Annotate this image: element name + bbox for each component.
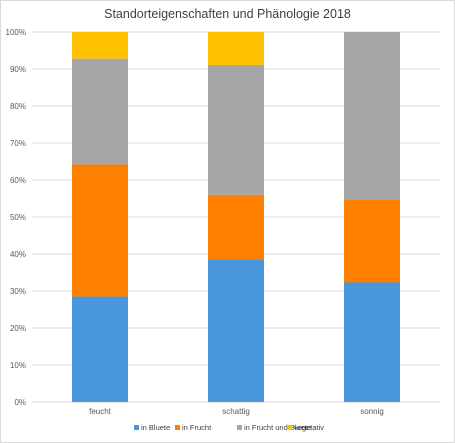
y-tick-label: 90% — [10, 65, 26, 74]
legend-swatch — [287, 425, 292, 430]
legend-label: in Frucht und Bluete — [244, 423, 311, 432]
legend: in Bluete in Frucht in Frucht und Blueteve… — [134, 423, 324, 432]
legend-swatch — [237, 425, 242, 430]
x-category-label: sonnig — [360, 407, 384, 416]
y-tick-label: 30% — [10, 287, 26, 296]
y-tick-label: 100% — [6, 28, 26, 37]
bars — [72, 32, 400, 402]
y-axis-ticks: 0% 10% 20% 30% 40% 50% 60% 70% 80% 90% 100% — [6, 28, 26, 407]
bar-segment — [72, 164, 128, 297]
bar-segment — [72, 32, 128, 59]
bar-segment — [344, 282, 400, 402]
y-tick-label: 50% — [10, 213, 26, 222]
x-axis-categories: feucht schattig sonnig — [89, 407, 384, 416]
y-tick-label: 80% — [10, 102, 26, 111]
chart-title: Standorteigenschaften und Phänologie 201… — [104, 7, 351, 21]
legend-swatch — [134, 425, 139, 430]
legend-label: vegetativ — [294, 423, 324, 432]
legend-label: in Bluete — [141, 423, 170, 432]
y-tick-label: 10% — [10, 361, 26, 370]
legend-label: in Frucht — [182, 423, 212, 432]
y-tick-label: 60% — [10, 176, 26, 185]
x-category-label: schattig — [222, 407, 250, 416]
bar-segment — [208, 64, 264, 195]
bar-segment — [208, 32, 264, 65]
y-tick-label: 70% — [10, 139, 26, 148]
y-tick-label: 20% — [10, 324, 26, 333]
bar-segment — [208, 194, 264, 260]
x-category-label: feucht — [89, 407, 112, 416]
bar-segment — [72, 296, 128, 402]
y-tick-label: 40% — [10, 250, 26, 259]
bar-segment — [72, 58, 128, 165]
bar-segment — [344, 32, 400, 200]
y-tick-label: 0% — [14, 398, 26, 407]
legend-swatch — [175, 425, 180, 430]
bar-segment — [344, 199, 400, 283]
bar-segment — [208, 259, 264, 402]
